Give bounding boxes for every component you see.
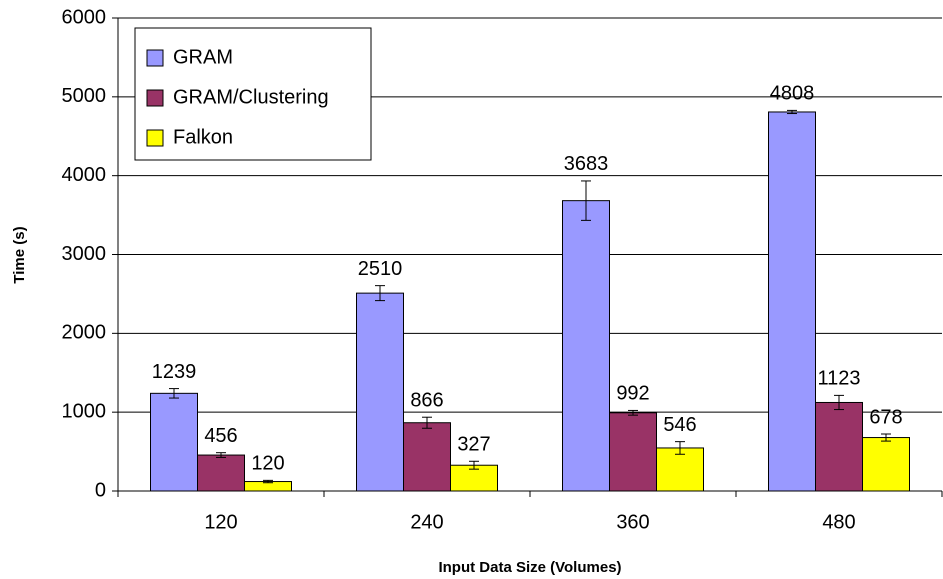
legend-swatch xyxy=(146,89,164,107)
x-tick-label: 240 xyxy=(410,511,443,533)
error-bar xyxy=(375,285,385,302)
data-label: 2510 xyxy=(358,258,403,280)
y-tick-label: 4000 xyxy=(62,164,107,186)
bar xyxy=(197,454,245,492)
bar xyxy=(562,200,610,492)
data-label: 678 xyxy=(869,406,902,428)
error-bar xyxy=(881,433,891,442)
data-label: 456 xyxy=(204,425,237,447)
y-tick-label: 5000 xyxy=(62,85,107,107)
data-label: 1123 xyxy=(817,368,860,390)
error-bar xyxy=(675,441,685,455)
y-tick-label: 1000 xyxy=(62,400,107,422)
bar xyxy=(656,447,704,492)
legend-swatch xyxy=(146,129,164,147)
data-label: 1239 xyxy=(152,361,197,383)
bar xyxy=(862,437,910,492)
error-bar xyxy=(834,394,844,411)
error-bar xyxy=(422,416,432,429)
bar xyxy=(815,401,863,492)
x-axis-title: Input Data Size (Volumes) xyxy=(438,559,621,576)
bar xyxy=(150,392,198,492)
error-bar xyxy=(169,388,179,399)
bar xyxy=(403,422,451,492)
error-bar xyxy=(263,479,273,484)
data-label: 546 xyxy=(663,414,696,436)
legend-swatch xyxy=(146,49,164,67)
legend-label: Falkon xyxy=(173,126,233,148)
error-bar xyxy=(469,460,479,470)
y-tick-label: 3000 xyxy=(62,243,107,265)
legend-box xyxy=(134,27,372,161)
error-bar xyxy=(628,409,638,416)
error-bar xyxy=(581,180,591,221)
legend-label: GRAM xyxy=(173,46,233,68)
bar xyxy=(768,111,816,492)
x-tick-label: 480 xyxy=(822,511,855,533)
y-tick-label: 6000 xyxy=(62,6,107,28)
bar xyxy=(609,412,657,492)
y-tick-label: 2000 xyxy=(62,322,107,344)
data-label: 4808 xyxy=(770,83,815,105)
x-tick-label: 120 xyxy=(204,511,237,533)
data-label: 992 xyxy=(616,383,649,405)
bar xyxy=(356,292,404,492)
x-tick-label: 360 xyxy=(616,511,649,533)
data-label: 3683 xyxy=(564,153,609,175)
error-bar xyxy=(787,109,797,115)
error-bar xyxy=(216,452,226,458)
data-label: 866 xyxy=(410,389,443,411)
y-axis-title: Time (s) xyxy=(11,226,28,283)
legend-label: GRAM/Clustering xyxy=(173,86,329,108)
data-label: 120 xyxy=(251,453,284,475)
data-label: 327 xyxy=(457,434,490,456)
y-tick-label: 0 xyxy=(95,479,106,501)
